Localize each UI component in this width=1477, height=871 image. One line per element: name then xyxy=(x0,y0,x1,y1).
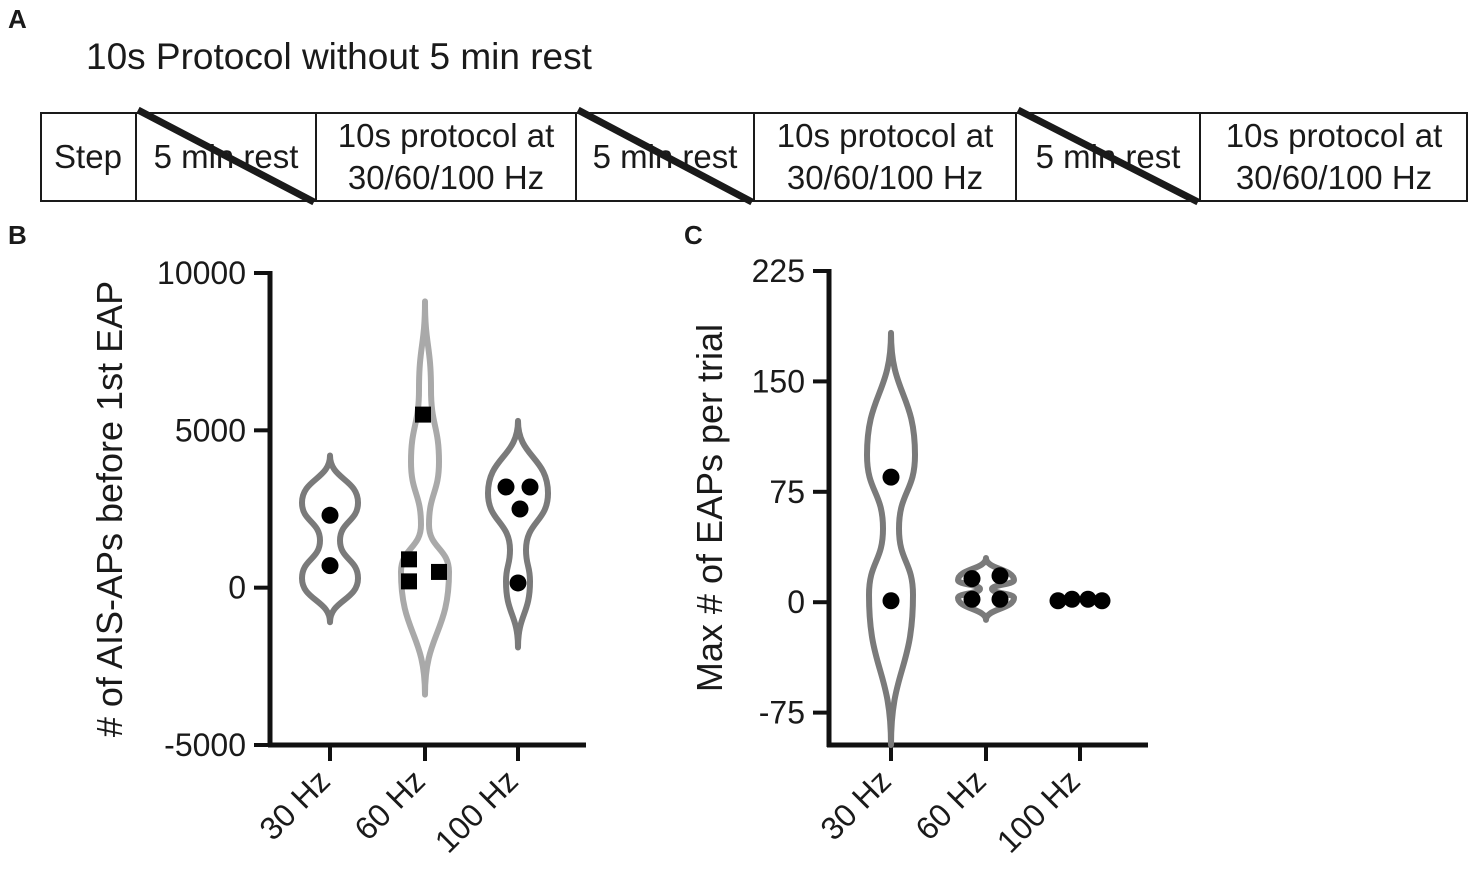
protocol-cell-rest-1: 5 min rest xyxy=(153,138,299,175)
rest-strikethrough xyxy=(576,106,754,206)
chart-c-x-tick-label: 100 Hz xyxy=(990,762,1087,859)
chart-b-point xyxy=(401,573,417,590)
chart-b-violin-0 xyxy=(298,452,362,626)
protocol-cell-protocol-2: 10s protocol at 30/60/100 Hz xyxy=(776,117,994,196)
chart-c-point xyxy=(991,567,1009,585)
chart-c-y-tick-label: 0 xyxy=(787,584,805,620)
chart-c-x-tick-label: 30 Hz xyxy=(813,762,898,847)
chart-b-point xyxy=(521,478,539,496)
chart-b-point xyxy=(321,557,339,575)
chart-c-y-axis-label: Max # of EAPs per trial xyxy=(689,324,730,692)
chart-c-point xyxy=(1093,592,1111,610)
chart-c-y-tick-label: 150 xyxy=(752,363,805,399)
chart-b-point xyxy=(511,500,529,518)
chart-c-point xyxy=(1079,590,1097,608)
protocol-cell-protocol-1: 10s protocol at 30/60/100 Hz xyxy=(337,117,555,196)
chart-c-point xyxy=(882,592,900,610)
chart-b-point xyxy=(431,563,447,580)
chart-c-x-tick-label: 60 Hz xyxy=(908,762,993,847)
chart-b-y-axis-label: # of AIS-APs before 1st EAP xyxy=(89,281,130,737)
chart-b-y-tick-label: -5000 xyxy=(164,727,246,763)
chart-c-point xyxy=(991,590,1009,608)
chart-b-y-tick-label: 0 xyxy=(228,570,246,606)
chart-c-violin-0 xyxy=(863,329,919,748)
rest-strikethrough xyxy=(1016,106,1200,206)
protocol-cell-protocol-3: 10s protocol at 30/60/100 Hz xyxy=(1225,117,1443,196)
panel-a-letter: A xyxy=(8,4,27,34)
panel-c-letter: C xyxy=(684,220,703,250)
chart-c-point xyxy=(882,468,900,486)
chart-b-y-tick-label: 10000 xyxy=(157,255,246,291)
chart-c-point xyxy=(1063,590,1081,608)
chart-b-point xyxy=(497,478,515,496)
chart-b-point xyxy=(509,574,527,592)
panel-a-title: 10s Protocol without 5 min rest xyxy=(86,36,592,77)
chart-c-y-tick-label: -75 xyxy=(759,695,805,731)
chart-c-point xyxy=(1049,592,1067,610)
chart-b-violin-1 xyxy=(397,298,453,698)
chart-c-y-tick-label: 225 xyxy=(752,253,805,289)
chart-c-violin-1 xyxy=(954,555,1018,623)
chart-b-point xyxy=(415,406,431,423)
protocol-table: Step 5 min rest 10s protocol at 30/60/10… xyxy=(40,106,1468,206)
protocol-cell-step: Step xyxy=(54,138,122,175)
chart-b-point xyxy=(321,506,339,524)
chart-b-violin-2 xyxy=(484,417,552,651)
protocol-cell-rest-3: 5 min rest xyxy=(1035,138,1181,175)
chart-b-point xyxy=(401,551,417,568)
chart-b-y-tick-label: 5000 xyxy=(175,412,246,448)
protocol-cell-rest-2: 5 min rest xyxy=(592,138,738,175)
chart-c-y-tick-label: 75 xyxy=(769,474,805,510)
rest-strikethrough xyxy=(136,106,316,206)
protocol-table-lines xyxy=(40,106,1468,206)
chart-c-point xyxy=(963,590,981,608)
chart-c-point xyxy=(963,570,981,588)
panel-b-letter: B xyxy=(8,220,27,250)
